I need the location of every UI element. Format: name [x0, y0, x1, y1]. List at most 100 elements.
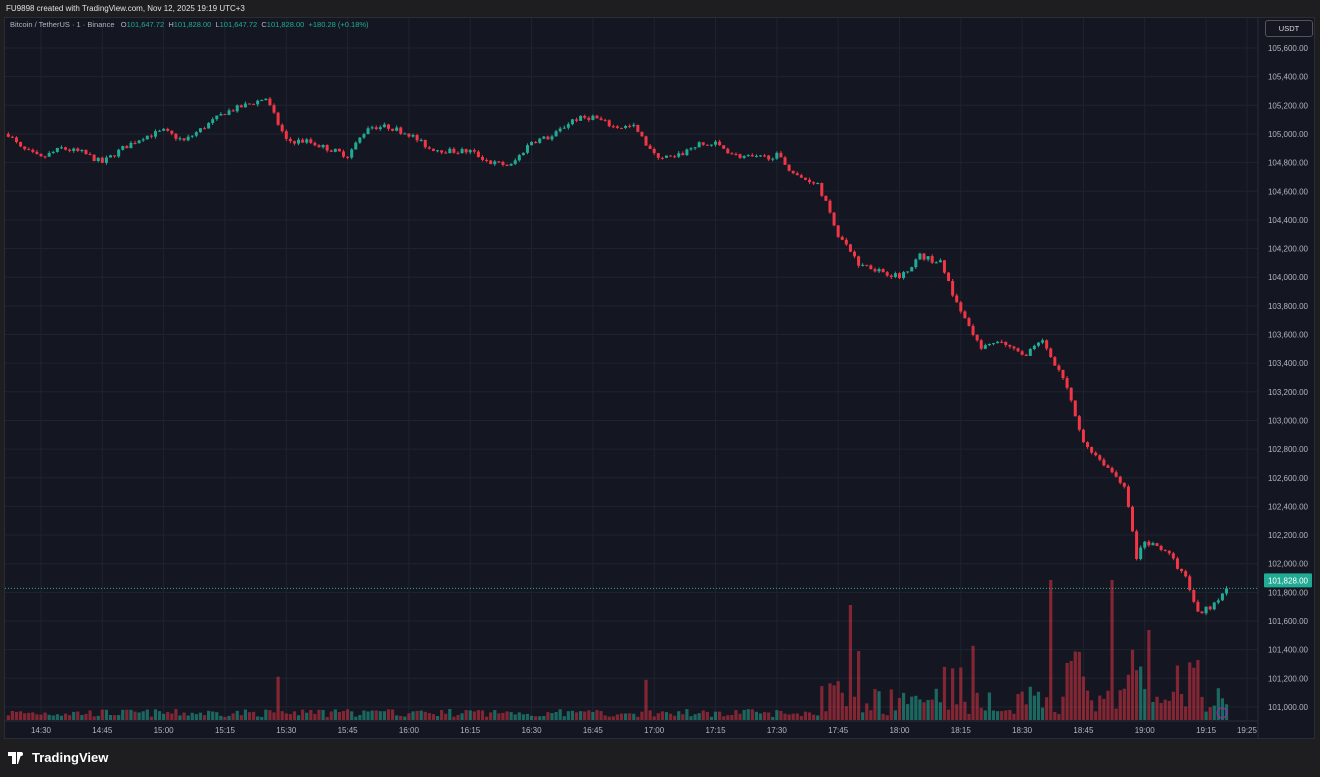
candle-body — [603, 119, 607, 121]
volume-bar — [738, 713, 742, 720]
candle-body — [628, 126, 632, 128]
candle-body — [395, 127, 399, 131]
candle-body — [64, 147, 68, 150]
volume-bar — [1102, 698, 1106, 720]
candle-body — [930, 256, 934, 263]
volume-bar — [628, 713, 632, 720]
candle-body — [411, 135, 415, 137]
candle-body — [309, 139, 313, 143]
candle-body — [137, 140, 141, 144]
candle-body — [848, 244, 852, 252]
candle-body — [1020, 351, 1024, 355]
tradingview-logo[interactable]: TradingView — [8, 750, 108, 765]
close-label: C — [261, 20, 267, 29]
volume-bar — [967, 713, 971, 720]
volume-bar — [215, 712, 219, 720]
volume-bar — [816, 715, 820, 720]
volume-bar — [603, 715, 607, 720]
volume-bar — [51, 715, 55, 720]
volume-bar — [1163, 699, 1167, 720]
volume-bar — [591, 711, 595, 720]
volume-bar — [538, 716, 542, 720]
candle-body — [975, 334, 979, 341]
candle-body — [1200, 611, 1204, 614]
candle-body — [272, 105, 276, 113]
candle-body — [460, 149, 464, 154]
candle-body — [1110, 467, 1114, 473]
volume-bar — [1216, 688, 1220, 720]
candle-body — [350, 149, 354, 158]
volume-bar — [795, 713, 799, 720]
currency-button[interactable]: USDT — [1265, 20, 1313, 37]
low-value: 101,647.72 — [219, 20, 258, 29]
candle-body — [485, 159, 489, 161]
candle-body — [893, 273, 897, 277]
volume-bar — [231, 713, 235, 720]
volume-bar — [264, 709, 268, 720]
price-tick-label: 104,600.00 — [1268, 187, 1309, 196]
candle-body — [125, 146, 129, 149]
candle-body — [538, 138, 542, 143]
time-tick-label: 18:15 — [951, 726, 972, 735]
volume-bar — [251, 711, 256, 720]
candle-body — [427, 147, 431, 149]
candle-body — [951, 280, 955, 296]
volume-bar — [223, 716, 227, 720]
volume-bar — [828, 683, 832, 720]
volume-bar — [779, 710, 783, 720]
volume-bar — [742, 709, 746, 720]
candle-body — [754, 155, 758, 157]
brand-name: TradingView — [32, 750, 109, 765]
volume-bar — [247, 712, 252, 720]
candle-body — [562, 127, 566, 129]
volume-bar — [305, 712, 309, 720]
candle-body — [1180, 568, 1184, 572]
volume-bar — [901, 692, 906, 720]
volume-bar — [558, 709, 562, 720]
candle-body — [481, 156, 485, 160]
volume-bar — [607, 716, 611, 720]
volume-bar — [1049, 580, 1053, 720]
volume-bar — [378, 711, 382, 720]
candle-body — [23, 146, 27, 150]
volume-bar — [18, 711, 23, 720]
volume-bar — [395, 715, 399, 720]
candle-body — [239, 105, 243, 108]
volume-bar — [1196, 660, 1200, 720]
volume-bar — [1028, 686, 1032, 720]
volume-bar — [480, 710, 485, 720]
candle-body — [203, 128, 207, 130]
time-tick-label: 15:15 — [215, 726, 236, 735]
price-tick-label: 102,600.00 — [1268, 474, 1309, 483]
volume-bar — [701, 710, 705, 720]
volume-bar — [27, 712, 31, 720]
volume-bar — [202, 715, 207, 720]
volume-bar — [407, 713, 411, 720]
symbol-name[interactable]: Bitcoin / TetherUS · 1 · Binance — [10, 20, 115, 29]
candle-body — [926, 256, 930, 260]
candle-body — [722, 145, 726, 149]
volume-bar — [955, 704, 959, 720]
candle-body — [832, 212, 836, 226]
volume-bar — [979, 707, 983, 720]
volume-bar — [595, 710, 599, 720]
volume-bar — [1094, 711, 1098, 720]
candle-body — [100, 157, 104, 163]
candle-body — [464, 149, 468, 153]
candle-body — [162, 128, 166, 131]
candle-body — [1081, 429, 1085, 443]
time-tick-label: 19:25 — [1237, 726, 1258, 735]
candle-body — [803, 177, 807, 180]
volume-bar — [562, 716, 566, 720]
candle-body — [611, 126, 615, 128]
time-tick-label: 18:00 — [889, 726, 910, 735]
volume-bar — [47, 714, 51, 720]
volume-bar — [390, 709, 395, 720]
price-chart[interactable]: 105,600.00 105,400.00 105,200.00 105,000.00… — [0, 0, 1320, 740]
volume-bar — [80, 714, 84, 720]
time-tick-label: 16:30 — [522, 726, 543, 735]
candle-body — [983, 345, 987, 349]
candle-body — [317, 145, 321, 148]
volume-bar — [464, 710, 468, 720]
time-tick-label: 14:30 — [31, 726, 52, 735]
